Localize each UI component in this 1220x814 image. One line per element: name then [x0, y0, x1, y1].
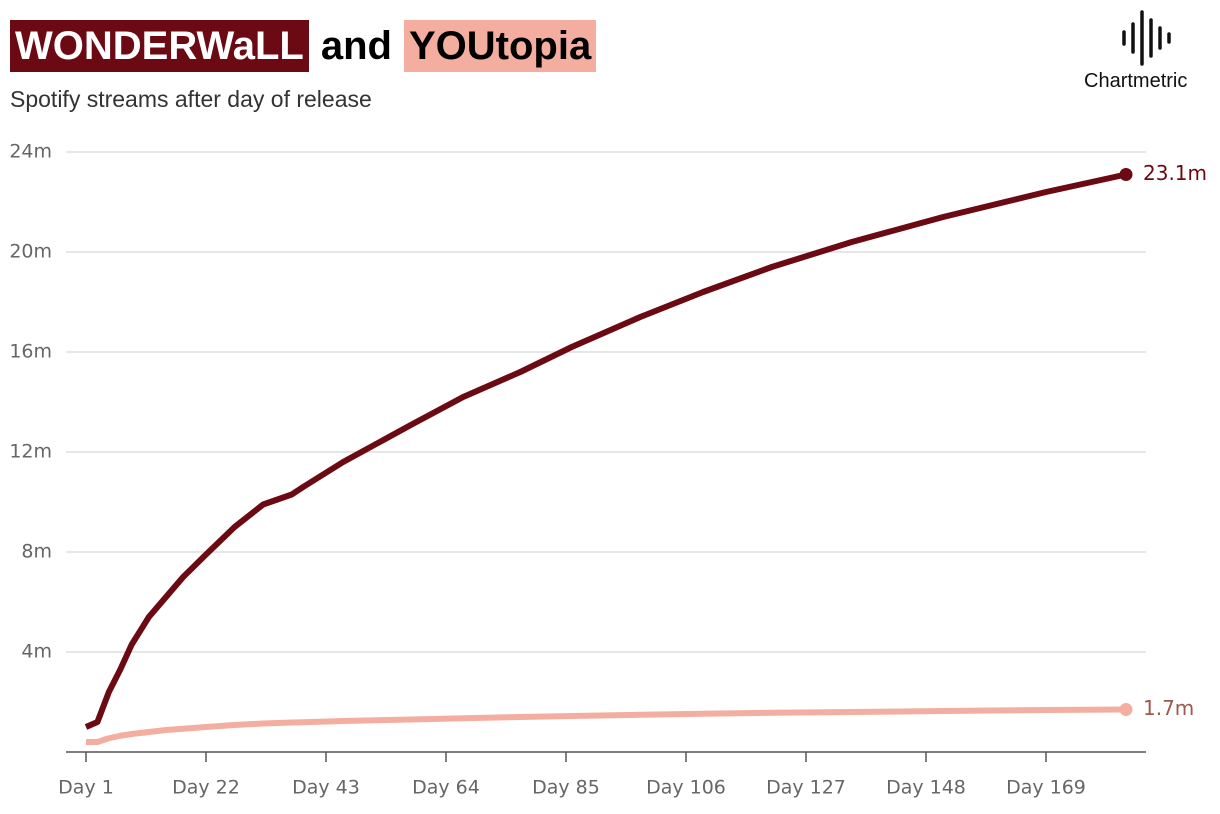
x-tick-label: Day 64	[412, 777, 480, 799]
x-tick-label: Day 85	[532, 777, 600, 799]
y-tick-label: 20m	[9, 241, 52, 263]
subtitle: Spotify streams after day of release	[10, 86, 372, 112]
title-series-1: WONDERWaLL	[10, 20, 309, 72]
y-tick-label: 16m	[9, 341, 52, 363]
x-tick-label: Day 169	[1006, 777, 1086, 799]
x-tick-label: Day 22	[172, 777, 240, 799]
value-label: 1.7m	[1143, 696, 1194, 720]
value-label: 23.1m	[1143, 161, 1207, 185]
title-joiner: and	[320, 24, 392, 68]
title: WONDERWaLL and YOUtopia	[10, 20, 597, 72]
brand: Chartmetric	[1084, 70, 1188, 92]
x-tick-label: Day 106	[646, 777, 726, 799]
x-tick-label: Day 127	[766, 777, 846, 799]
x-tick-label: Day 148	[886, 777, 966, 799]
x-tick-label: Day 43	[292, 777, 360, 799]
logo-icon	[1122, 10, 1171, 66]
y-tick-label: 4m	[21, 641, 52, 663]
y-tick-label: 8m	[21, 541, 52, 563]
y-tick-label: 24m	[9, 141, 52, 163]
line	[86, 706, 1127, 745]
title-series-2: YOUtopia	[404, 20, 597, 72]
x-tick-label: Day 1	[58, 777, 114, 799]
end-dot	[1119, 168, 1133, 181]
end-dot	[1119, 703, 1133, 716]
y-tick-label: 12m	[9, 441, 52, 463]
line	[84, 171, 1127, 730]
